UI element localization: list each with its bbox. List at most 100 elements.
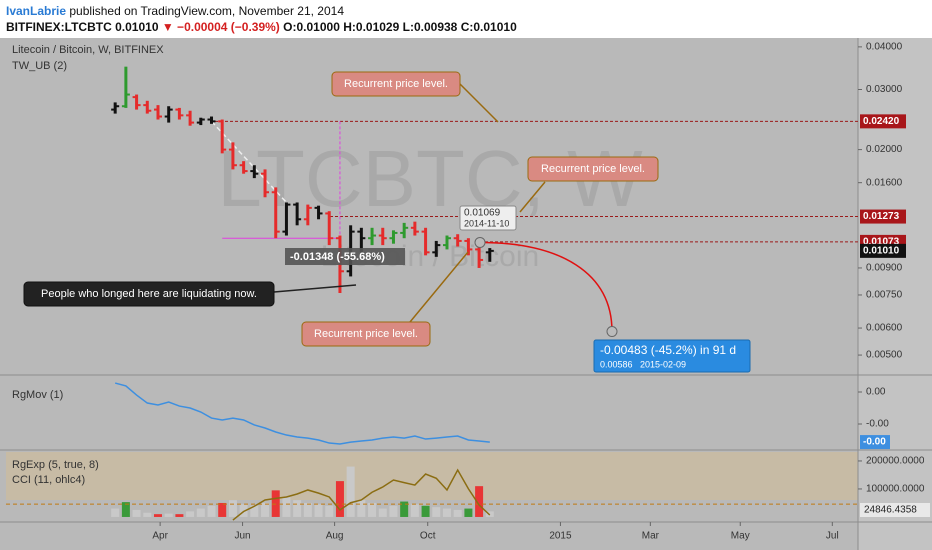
projection-start-box [459, 205, 517, 231]
bar [421, 505, 430, 517]
projection-end-date: 2015-02-09 [640, 359, 686, 369]
callout-pointer [459, 83, 499, 123]
current-label: 24846.4358 [864, 505, 917, 516]
y-tick-label: 0.01600 [866, 177, 903, 188]
bar [346, 466, 355, 517]
ohlc-value: 0.01029 [355, 20, 400, 34]
bar [175, 514, 184, 517]
line [114, 382, 490, 445]
trend-line [210, 120, 287, 203]
line [232, 468, 491, 521]
callout [527, 156, 659, 182]
level-label: 0.01073 [863, 237, 900, 248]
bar [368, 502, 377, 517]
x-tick-label: Jul [826, 531, 839, 542]
callout-text: People who longed here are liquidating n… [41, 288, 257, 300]
bar [432, 507, 441, 517]
bar [239, 504, 248, 517]
callout-text: Recurrent price level. [314, 328, 418, 340]
measure-label: -0.01348 (-55.68%) [290, 251, 385, 263]
x-tick-label: Oct [420, 531, 436, 542]
y-tick-label: 0.02000 [866, 144, 903, 155]
ohlc-key: C: [460, 20, 474, 34]
level-label: 0.02420 [863, 116, 900, 127]
published: published on TradingView.com, November 2… [69, 4, 344, 18]
projection-start-date: 2014-11-10 [464, 218, 509, 228]
bar [378, 508, 387, 517]
y-tick-label: 0.03000 [866, 84, 903, 95]
ohlc-value: 0.01000 [296, 20, 340, 34]
y-tick-label: 0.00900 [866, 263, 903, 274]
x-tick-label: Apr [152, 531, 168, 542]
bar [357, 500, 366, 517]
symbol: BITFINEX:LTCBTC [6, 20, 112, 34]
x-tick-label: Mar [642, 531, 660, 542]
last: 0.01010 [115, 20, 159, 34]
header-line: IvanLabrie published on TradingView.com,… [6, 3, 517, 19]
bar [325, 505, 334, 517]
callout-pointer [409, 251, 469, 323]
projection-start-label: 0.01069 [464, 208, 501, 219]
y-tick-label: 0.04000 [866, 42, 903, 53]
level-box [860, 114, 906, 129]
bar [335, 481, 344, 517]
ohlc-key: H: [343, 20, 356, 34]
bar [121, 502, 130, 517]
last-box [860, 435, 890, 450]
bar [250, 505, 259, 517]
x-tick-label: 2015 [549, 531, 572, 542]
change: ▼ −0.00004 (−0.39%) [161, 20, 280, 34]
ohlc-value: 0.01010 [473, 20, 517, 34]
bar [453, 509, 462, 517]
panel-subtitle: TW_UB (2) [12, 60, 67, 72]
y-tick-label: 0.00750 [866, 290, 903, 301]
callout-text: Recurrent price level. [541, 163, 645, 175]
bar [111, 508, 120, 517]
bar [153, 514, 162, 517]
quote-line: BITFINEX:LTCBTC 0.01010 ▼ −0.00004 (−0.3… [6, 19, 517, 35]
projection-curve [479, 241, 613, 332]
callout [23, 281, 275, 307]
bar [442, 508, 451, 517]
bar [132, 509, 141, 517]
ohlc-key: L: [402, 20, 414, 34]
projection-box [593, 339, 751, 373]
bar [314, 504, 323, 517]
callout-pointer [519, 181, 546, 213]
panel-title: Litecoin / Bitcoin, W, BITFINEX [12, 44, 164, 56]
last-label: -0.00 [863, 437, 886, 448]
bar [303, 502, 312, 517]
y-tick-label: -0.00 [866, 419, 889, 430]
current-label: 0.01010 [863, 245, 900, 256]
callout [301, 321, 431, 347]
y-tick-label: 0.00500 [866, 350, 903, 361]
ohlc-key: O: [283, 20, 297, 34]
bar [464, 508, 473, 517]
level-box [860, 209, 906, 224]
bar [475, 486, 484, 517]
panel-title: RgExp (5, true, 8) [12, 459, 99, 471]
bar [218, 502, 227, 517]
projection-end-label: 0.00586 [600, 359, 633, 369]
y-tick-label: 100000.0000 [866, 484, 925, 495]
x-tick-label: Aug [326, 531, 344, 542]
measure-box [285, 248, 405, 265]
bar [400, 501, 409, 517]
bar [143, 512, 152, 517]
y-tick-label: 0.00600 [866, 323, 903, 334]
current-box [860, 243, 906, 258]
bar [196, 508, 205, 517]
author[interactable]: IvanLabrie [6, 4, 67, 18]
header: IvanLabrie published on TradingView.com,… [6, 3, 517, 35]
ohlc: O:0.01000 H:0.01029 L:0.00938 C:0.01010 [283, 20, 517, 34]
bar [410, 504, 419, 517]
bar [164, 513, 173, 517]
projection-change: -0.00483 (-45.2%) in 91 d [600, 343, 736, 357]
ohlc-value: 0.00938 [413, 20, 458, 34]
bar [282, 497, 291, 517]
current-box [860, 503, 930, 518]
bar [261, 502, 270, 517]
bar [228, 500, 237, 517]
